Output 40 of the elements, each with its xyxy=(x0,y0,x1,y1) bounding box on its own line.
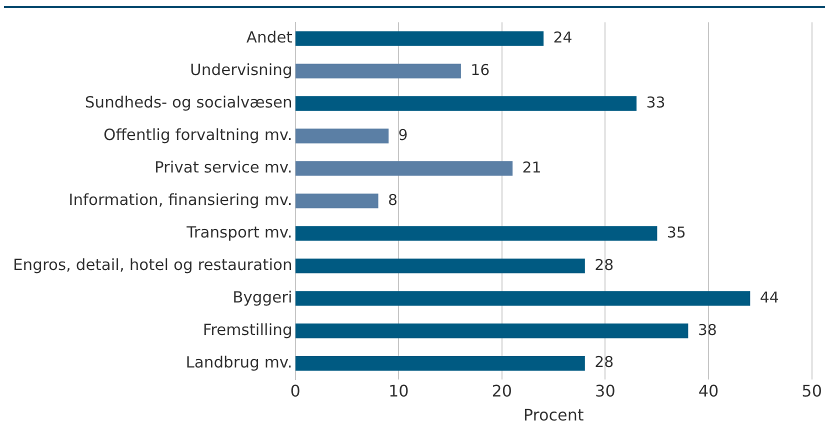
bar xyxy=(295,258,585,274)
x-tick-label: 0 xyxy=(290,381,300,400)
y-tick-label: Information, finansiering mv. xyxy=(68,190,292,209)
data-label: 9 xyxy=(398,126,408,144)
bar xyxy=(295,96,637,111)
data-label: 28 xyxy=(594,256,614,274)
y-tick-label: Transport mv. xyxy=(186,223,292,242)
y-tick-label: Byggeri xyxy=(232,288,292,306)
y-tick-label: Privat service mv. xyxy=(154,158,292,176)
bar xyxy=(295,128,389,144)
bar xyxy=(295,356,585,371)
y-tick-label: Fremstilling xyxy=(202,320,292,339)
bar xyxy=(295,324,688,338)
x-tick-label: 10 xyxy=(388,381,409,400)
data-label: 24 xyxy=(553,28,572,46)
bar xyxy=(295,161,513,176)
data-label: 28 xyxy=(594,353,614,372)
y-tick-label: Sundheds- og socialvæsen xyxy=(84,94,292,112)
bar xyxy=(295,194,378,208)
x-tick-label: 20 xyxy=(492,381,512,400)
data-label: 16 xyxy=(470,60,490,79)
data-label: 8 xyxy=(388,190,398,209)
bar xyxy=(295,226,658,241)
y-tick-label: Offentlig forvaltning mv. xyxy=(104,126,292,144)
bar xyxy=(295,64,461,78)
y-tick-label: Engros, detail, hotel og restauration xyxy=(12,256,292,274)
y-tick-label: Andet xyxy=(246,28,292,47)
x-tick-label: 40 xyxy=(698,381,719,400)
data-label: 44 xyxy=(760,288,779,306)
y-tick-label: Undervisning xyxy=(190,61,292,80)
data-label: 21 xyxy=(522,158,542,176)
x-tick-label: 50 xyxy=(802,381,822,400)
y-tick-label: Landbrug mv. xyxy=(186,353,292,372)
bar xyxy=(295,31,544,46)
data-label: 38 xyxy=(698,320,717,339)
x-tick-label: 30 xyxy=(595,381,616,400)
bar xyxy=(295,291,750,306)
x-axis-title: Procent xyxy=(523,406,584,425)
data-label: 33 xyxy=(646,93,666,112)
data-label: 35 xyxy=(666,223,686,242)
